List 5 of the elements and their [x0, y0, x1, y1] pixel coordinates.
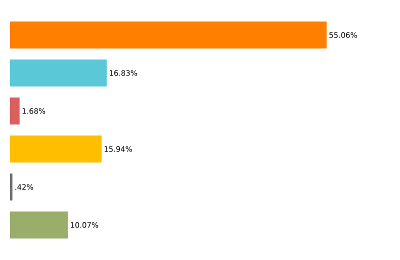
- bar: [10, 212, 68, 239]
- bar: [10, 98, 20, 125]
- bar: [10, 22, 327, 48]
- bar: [10, 136, 102, 163]
- bar: [10, 60, 107, 86]
